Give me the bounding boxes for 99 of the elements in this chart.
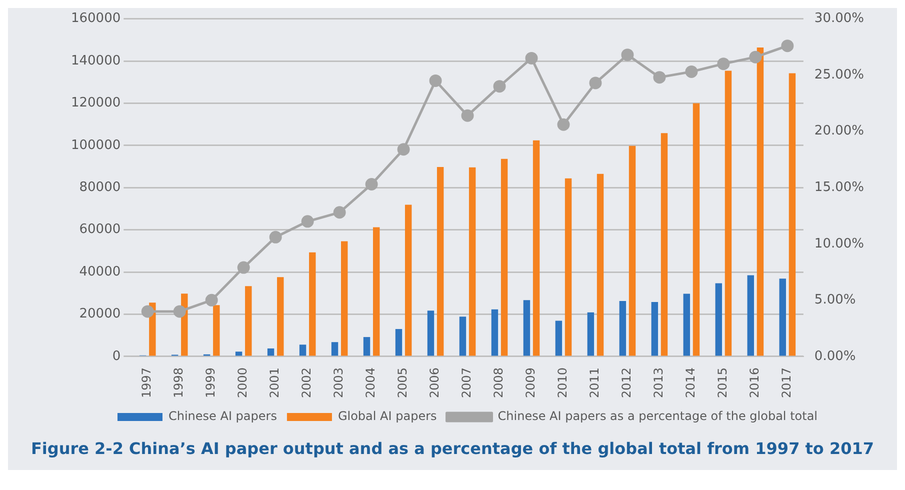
- x-tick-label: 2007: [460, 367, 474, 398]
- x-tick-label: 2002: [300, 367, 314, 398]
- x-tick-label: 1998: [172, 367, 186, 398]
- y-tick-label: 0: [112, 348, 121, 364]
- point: [525, 52, 538, 64]
- bar: [459, 316, 466, 356]
- bar: [500, 158, 508, 356]
- x-tick-label: 2006: [428, 367, 442, 398]
- bar: [404, 204, 412, 356]
- bar: [587, 312, 594, 356]
- point: [653, 71, 666, 84]
- bar: [715, 283, 722, 356]
- bar: [372, 227, 380, 356]
- bar: [277, 277, 284, 356]
- bar: [331, 342, 338, 356]
- point: [141, 305, 154, 318]
- point: [237, 261, 250, 274]
- point: [173, 305, 186, 318]
- x-tick-label: 2014: [684, 367, 698, 398]
- x-tick-label: 2017: [780, 367, 794, 398]
- bar: [683, 294, 690, 356]
- y2-tick-label: 20.00%: [814, 124, 864, 139]
- point: [781, 40, 794, 52]
- bar: [491, 309, 498, 356]
- y2-tick-label: 0.00%: [814, 348, 856, 364]
- bar: [341, 241, 348, 356]
- x-tick-label: 2003: [332, 367, 346, 398]
- bar: [724, 70, 732, 356]
- bar: [395, 329, 402, 356]
- x-tick-label: 2008: [492, 367, 506, 398]
- bar: [756, 48, 764, 356]
- x-tick-label: 2011: [588, 367, 602, 398]
- point: [429, 74, 442, 87]
- bar: [436, 166, 444, 356]
- y-tick-label: 120000: [70, 96, 121, 111]
- bar: [523, 300, 530, 356]
- point: [557, 118, 570, 131]
- point: [333, 206, 346, 219]
- bar: [692, 103, 700, 356]
- y-tick-label: 100000: [70, 138, 121, 153]
- bar: [468, 167, 476, 356]
- point: [205, 294, 218, 306]
- bar: [299, 344, 306, 356]
- y-tick-label: 40000: [79, 264, 121, 280]
- y2-tick-label: 10.00%: [814, 236, 864, 252]
- y2-tick-label: 30.00%: [814, 11, 864, 26]
- bar: [651, 302, 658, 356]
- bar: [660, 133, 668, 356]
- x-tick-label: 1997: [140, 367, 154, 398]
- point: [461, 109, 474, 122]
- bar: [555, 320, 562, 356]
- bar: [213, 305, 220, 356]
- bar: [788, 73, 796, 356]
- legend-label: Chinese AI papers as a percentage of the global total: [498, 409, 818, 424]
- bar: [427, 310, 434, 356]
- x-tick-label: 2001: [268, 367, 282, 398]
- bar: [363, 337, 370, 356]
- bar: [619, 300, 626, 356]
- bar: [245, 286, 252, 356]
- bar: [747, 275, 754, 356]
- point: [685, 65, 698, 78]
- point: [301, 215, 314, 228]
- y-tick-label: 160000: [70, 11, 121, 26]
- legend-label: Global AI papers: [338, 409, 437, 424]
- point: [749, 50, 762, 64]
- x-tick-label: 2012: [620, 367, 634, 398]
- y2-tick-label: 5.00%: [814, 292, 856, 308]
- x-tick-label: 2015: [716, 367, 730, 398]
- y-tick-label: 80000: [79, 180, 121, 196]
- point: [717, 58, 730, 70]
- point: [269, 230, 282, 244]
- bar: [309, 252, 316, 356]
- legend-label: Chinese AI papers: [168, 409, 277, 424]
- point: [493, 80, 506, 93]
- text: Figure 2-2 China’s AI paper output and as a percentage of the global total from 1997 to 2017: [30, 438, 876, 460]
- point: [365, 178, 378, 191]
- y2-tick-label: 25.00%: [814, 67, 864, 82]
- bar: [564, 178, 572, 356]
- x-tick-label: 2005: [396, 367, 410, 398]
- y-tick-label: 20000: [79, 306, 121, 322]
- bar: [267, 348, 274, 356]
- bar: [235, 352, 242, 356]
- x-tick-label: 2013: [652, 367, 666, 398]
- bar: [779, 278, 786, 356]
- y-tick-label: 60000: [79, 222, 121, 238]
- bar: [532, 140, 540, 356]
- bar: [596, 174, 604, 356]
- point: [589, 76, 602, 90]
- point: [621, 48, 634, 62]
- x-tick-label: 2000: [236, 367, 250, 398]
- x-tick-label: 2009: [524, 367, 538, 398]
- point: [397, 143, 410, 156]
- y-tick-label: 140000: [70, 53, 121, 68]
- bar: [628, 146, 636, 356]
- y2-tick-label: 15.00%: [814, 180, 864, 196]
- x-tick-label: 2010: [556, 367, 570, 398]
- x-tick-label: 2004: [364, 367, 378, 398]
- x-tick-label: 2016: [748, 367, 762, 398]
- x-tick-label: 1999: [204, 367, 218, 398]
